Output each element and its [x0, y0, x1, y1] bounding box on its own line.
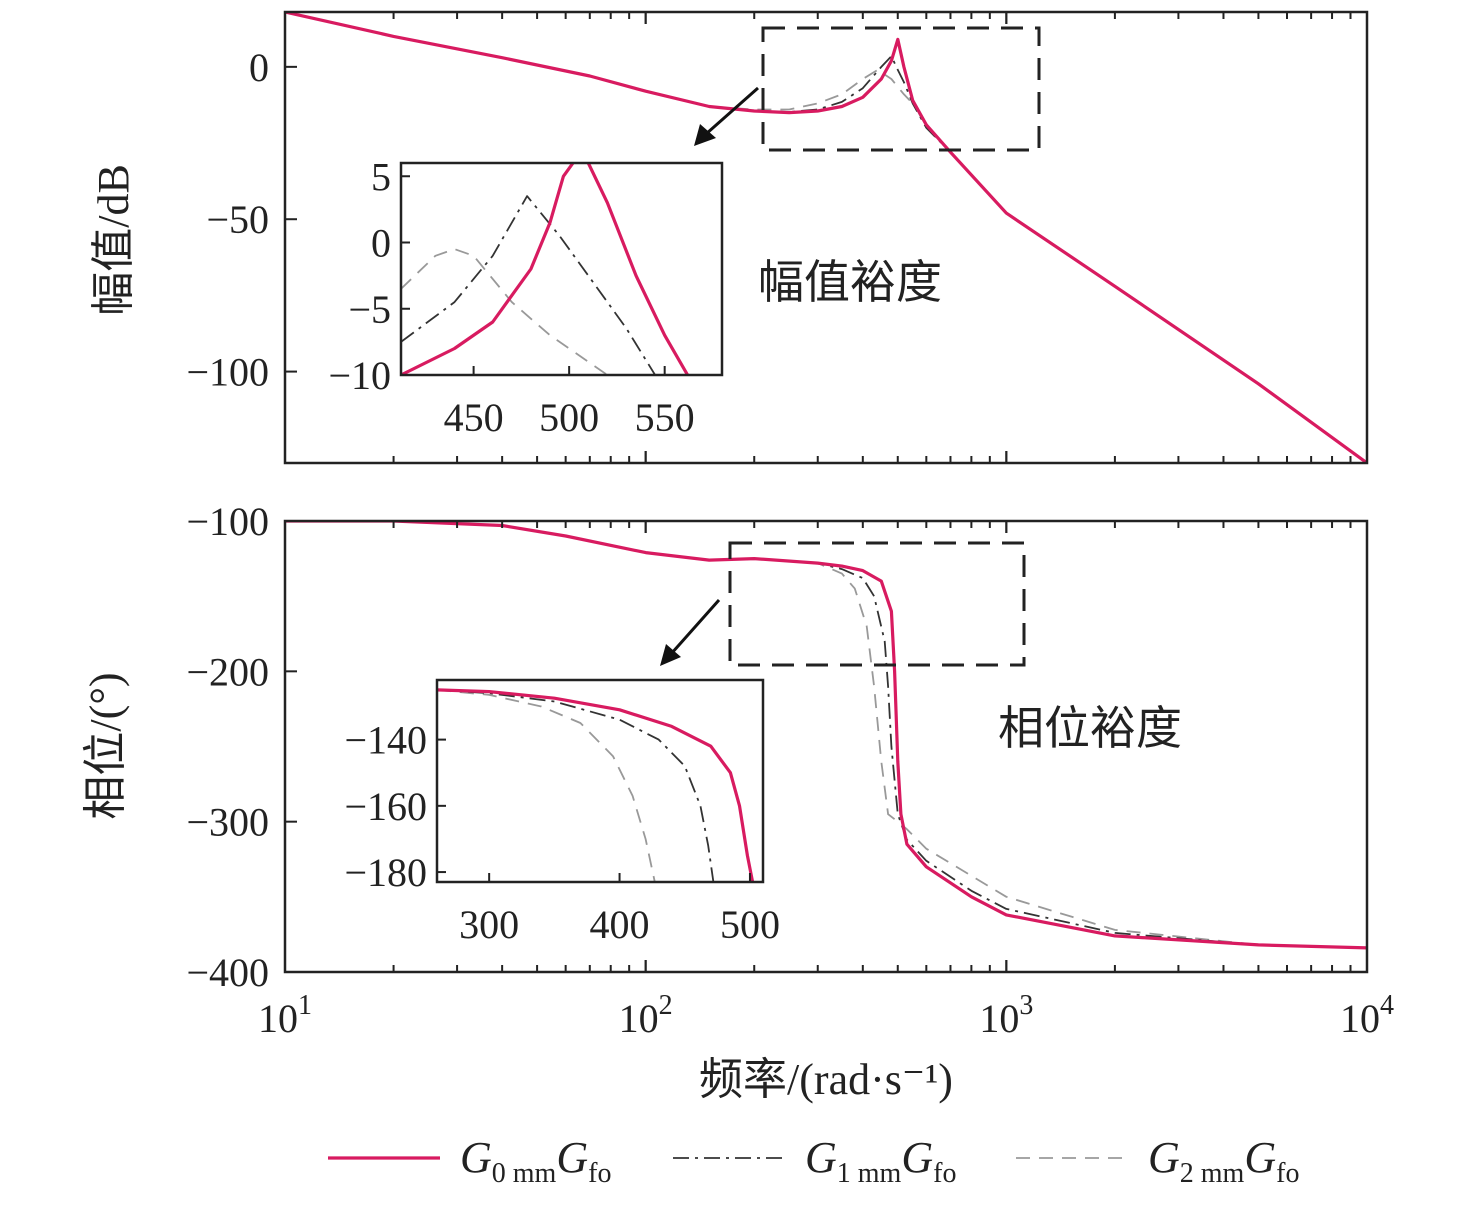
magnitude-x-ticks — [284, 12, 1368, 463]
magnitude-inset-frame — [399, 161, 724, 377]
phase-inset-frame — [435, 678, 765, 884]
inset-y-tick-label: 5 — [371, 154, 391, 199]
phase-frame — [283, 519, 1369, 974]
inset-x-tick-label: 500 — [539, 395, 599, 440]
inset-x-tick-label: 400 — [590, 902, 650, 947]
series-line-G0mmGfo — [285, 521, 1367, 950]
phase-zoom-box — [728, 541, 1026, 667]
inset-y-tick-label: −10 — [328, 353, 391, 398]
phase-inset-ticks: 300 400 500 −140 −160 −180 — [344, 718, 780, 947]
magnitude-y-axis-label: 幅值/dB — [89, 164, 138, 316]
x-tick-label: 103 — [979, 990, 1033, 1041]
series-line-G0mmGfo — [437, 688, 755, 882]
legend-entry: G0 mmGfo — [328, 1133, 611, 1189]
phase-zoom-arrow — [660, 599, 721, 666]
magnitude-zoom-arrow — [694, 86, 759, 146]
series-line-G2mmGfo — [437, 689, 656, 882]
y-tick-label: −100 — [186, 350, 269, 395]
magnitude-inset-series — [401, 163, 689, 375]
series-line-G0mmGfo_right — [586, 163, 689, 375]
inset-x-tick-label: 550 — [635, 395, 695, 440]
magnitude-inset: 450 500 550 5 0 −5 −10 — [328, 154, 724, 440]
magnitude-zoom-box — [761, 26, 1041, 152]
inset-y-tick-label: 0 — [371, 221, 391, 266]
inset-y-tick-label: −140 — [344, 718, 427, 763]
x-tick-label: 104 — [1340, 990, 1394, 1041]
inset-y-tick-label: −160 — [344, 784, 427, 829]
legend-entry: G1 mmGfo — [673, 1133, 956, 1189]
legend: G0 mmGfo G1 mmGfo G2 mmGfo — [328, 1133, 1299, 1189]
legend-label: G1 mmGfo — [805, 1133, 956, 1189]
magnitude-series — [285, 12, 1367, 463]
series-line-G0mmGfo — [285, 12, 1367, 463]
y-tick-label: −400 — [186, 950, 269, 995]
series-line-G1mmGfo — [437, 689, 715, 882]
inset-x-tick-label: 500 — [720, 902, 780, 947]
phase-y-ticks: −100 −200 −300 −400 — [186, 499, 297, 995]
magnitude-panel: 0 −50 −100 幅值/dB 幅值裕度 450 500 550 5 0 −5 −10 — [89, 10, 1369, 465]
frequency-axis-label: 频率/(rad·s⁻¹) — [699, 1055, 953, 1104]
inset-y-tick-label: −5 — [348, 287, 391, 332]
y-tick-label: −200 — [186, 649, 269, 694]
y-tick-label: −50 — [206, 197, 269, 242]
y-tick-label: −100 — [186, 499, 269, 544]
legend-label: G0 mmGfo — [460, 1133, 611, 1189]
legend-entry: G2 mmGfo — [1016, 1133, 1299, 1189]
magnitude-y-ticks: 0 −50 −100 — [186, 45, 297, 395]
inset-y-tick-label: −180 — [344, 850, 427, 895]
phase-panel: 101 102 103 104 −100 −200 −300 −400 相位/(°) 频率/… — [81, 499, 1394, 1104]
x-tick-label: 102 — [619, 990, 673, 1041]
magnitude-frame — [283, 10, 1369, 465]
series-line-G2mmGfo — [401, 248, 608, 375]
phase-inset-series — [437, 688, 755, 882]
gain-margin-label: 幅值裕度 — [758, 257, 942, 308]
phase-inset: 300 400 500 −140 −160 −180 — [344, 678, 780, 947]
y-tick-label: −300 — [186, 800, 269, 845]
x-tick-label: 101 — [258, 990, 312, 1041]
inset-x-tick-label: 450 — [444, 395, 504, 440]
inset-x-tick-label: 300 — [459, 902, 519, 947]
phase-x-ticks: 101 102 103 104 — [258, 521, 1394, 1041]
phase-series — [285, 521, 1367, 950]
phase-margin-label: 相位裕度 — [998, 703, 1182, 754]
magnitude-inset-ticks: 450 500 550 5 0 −5 −10 — [328, 154, 694, 440]
phase-y-axis-label: 相位/(°) — [81, 672, 130, 819]
y-tick-label: 0 — [249, 45, 269, 90]
series-line-G1mmGfo — [401, 195, 656, 375]
series-line-G0mmGfo — [401, 163, 575, 375]
legend-label: G2 mmGfo — [1148, 1133, 1299, 1189]
